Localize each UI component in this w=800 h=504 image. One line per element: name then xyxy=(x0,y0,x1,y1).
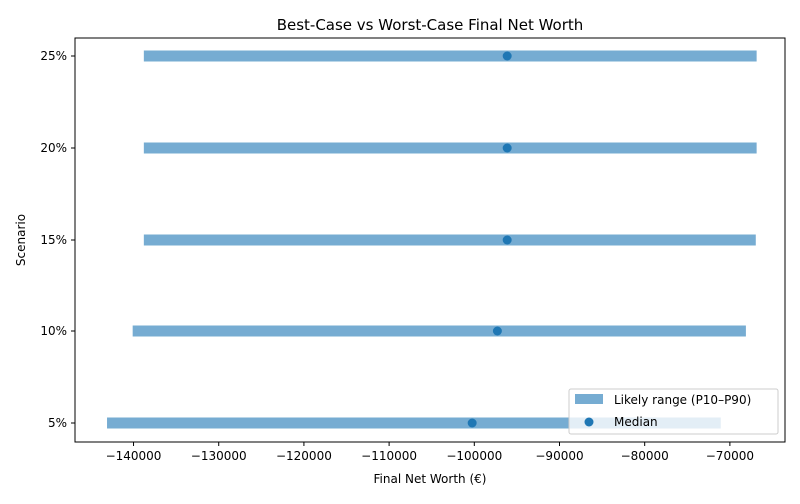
x-tick-label: −140000 xyxy=(106,449,162,463)
plot-area xyxy=(107,50,757,429)
y-axis-label: Scenario xyxy=(14,214,28,266)
y-axis: 5% 10% 15% 20% 25% xyxy=(40,49,75,430)
y-tick-label: 25% xyxy=(40,49,67,63)
legend-label-median: Median xyxy=(614,415,658,429)
legend: Likely range (P10–P90) Median xyxy=(568,388,779,435)
y-tick-label: 20% xyxy=(40,141,67,155)
range-bar-15% xyxy=(143,234,756,246)
x-axis-label: Final Net Worth (€) xyxy=(374,472,487,486)
range-bar-25% xyxy=(143,50,757,62)
legend-box xyxy=(568,388,779,435)
range-bar-20% xyxy=(143,142,757,154)
x-tick-label: −120000 xyxy=(276,449,332,463)
legend-swatch-range xyxy=(575,394,603,404)
x-axis: −140000 −130000 −120000 −110000 −100000 −9000… xyxy=(106,442,754,463)
median-point-5% xyxy=(467,418,477,428)
x-tick-label: −90000 xyxy=(535,449,583,463)
x-tick-label: −80000 xyxy=(621,449,669,463)
x-tick-label: −130000 xyxy=(191,449,247,463)
legend-label-range: Likely range (P10–P90) xyxy=(614,393,751,407)
range-bar-10% xyxy=(132,325,746,337)
median-point-20% xyxy=(502,143,512,153)
median-point-10% xyxy=(492,326,502,336)
x-tick-label: −70000 xyxy=(706,449,754,463)
chart-title: Best-Case vs Worst-Case Final Net Worth xyxy=(277,16,584,34)
x-tick-label: −100000 xyxy=(446,449,502,463)
range-bar-5% xyxy=(107,417,721,429)
y-tick-label: 5% xyxy=(48,416,67,430)
legend-swatch-median xyxy=(584,417,594,427)
median-point-25% xyxy=(502,51,512,61)
x-tick-label: −110000 xyxy=(361,449,417,463)
median-point-15% xyxy=(502,235,512,245)
y-tick-label: 15% xyxy=(40,233,67,247)
y-tick-label: 10% xyxy=(40,324,67,338)
